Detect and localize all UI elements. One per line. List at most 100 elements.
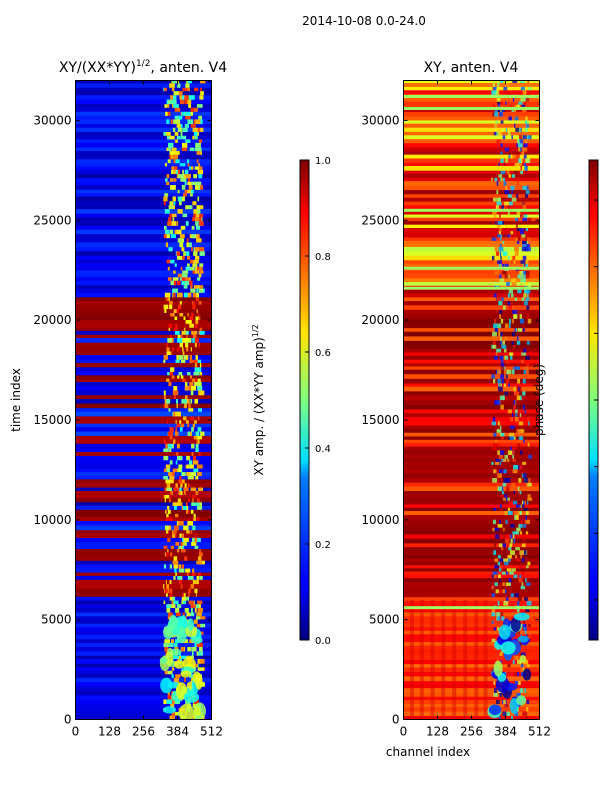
amplitude-speckle <box>167 277 172 281</box>
amplitude-blob <box>165 651 174 666</box>
phase-row <box>403 692 540 697</box>
phase-speckle <box>527 134 531 140</box>
amplitude-speckle <box>172 468 178 473</box>
phase-speckle <box>512 309 518 315</box>
amplitude-speckle <box>175 119 181 125</box>
phase-row <box>403 101 540 105</box>
amplitude-blob <box>160 677 173 694</box>
phase-row <box>403 97 540 102</box>
amplitude-row <box>75 342 212 348</box>
phase-speckle <box>500 336 502 341</box>
phase-speckle <box>525 237 527 241</box>
phase-speckle <box>498 568 502 572</box>
phase-speckle <box>510 600 513 606</box>
amplitude-speckle <box>197 184 201 190</box>
amplitude-row <box>75 381 212 386</box>
phase-row <box>403 507 540 511</box>
amplitude-speckle <box>193 259 199 264</box>
amplitude-row <box>75 319 212 324</box>
phase-speckle <box>523 101 527 105</box>
phase-speckle <box>523 507 528 511</box>
amplitude-row <box>75 479 212 484</box>
phase-speckle <box>502 134 506 140</box>
phase-speckle <box>503 162 506 166</box>
amplitude-speckle <box>198 273 202 278</box>
phase-speckle <box>492 104 496 109</box>
phase-speckle <box>522 620 526 624</box>
phase-speckle <box>521 571 525 575</box>
phase-speckle <box>522 134 527 140</box>
amplitude-speckle <box>189 459 193 465</box>
phase-speckle <box>513 490 516 495</box>
amplitude-speckle <box>168 216 172 222</box>
amplitude-speckle <box>168 443 173 449</box>
amplitude-row <box>75 600 212 605</box>
phase-speckle <box>501 344 507 349</box>
amplitude-row <box>75 111 212 116</box>
amplitude-speckle <box>187 99 192 105</box>
phase-row <box>403 214 540 218</box>
amplitude-row <box>75 619 212 624</box>
amplitude-speckle <box>196 612 202 617</box>
phase-speckle <box>509 432 515 437</box>
phase-speckle <box>521 582 524 586</box>
amplitude-speckle <box>173 119 177 125</box>
amplitude-row <box>75 107 212 112</box>
amplitude-row <box>75 494 212 499</box>
phase-row <box>403 170 540 175</box>
phase-speckle <box>492 477 498 483</box>
phase-speckle <box>496 428 502 433</box>
phase-speckle <box>507 131 511 136</box>
phase-speckle <box>516 142 518 148</box>
phase-speckle <box>491 585 495 590</box>
phase-speckle <box>514 297 518 302</box>
amplitude-speckle <box>191 246 193 252</box>
phase-speckle <box>513 404 517 410</box>
phase-speckle <box>493 259 497 264</box>
phase-speckle <box>524 596 528 601</box>
amplitude-speckle <box>178 200 182 206</box>
phase-speckle <box>494 527 500 532</box>
phase-speckle <box>512 468 518 474</box>
amplitude-row <box>75 416 212 421</box>
amplitude-speckle <box>183 592 186 597</box>
phase-speckle <box>509 571 513 575</box>
amplitude-speckle <box>185 204 191 210</box>
amplitude-row <box>75 135 212 140</box>
phase-row <box>403 472 540 479</box>
amplitude-speckle <box>169 200 173 206</box>
phase-row <box>403 300 540 306</box>
amplitude-speckle <box>200 431 205 436</box>
phase-row <box>403 543 540 548</box>
phase-row <box>403 134 540 140</box>
phase-speckle <box>499 309 503 315</box>
phase-speckle <box>519 313 523 319</box>
colorbar-tick-label: 0.4 <box>315 444 331 455</box>
phase-speckle <box>517 289 522 294</box>
amplitude-row <box>75 448 212 453</box>
amplitude-speckle <box>176 220 179 226</box>
phase-speckle <box>523 667 525 673</box>
phase-speckle <box>491 224 494 229</box>
amplitude-speckle <box>169 564 172 569</box>
phase-speckle <box>499 111 503 117</box>
phase-speckle <box>492 446 497 451</box>
amplitude-speckle <box>179 342 183 348</box>
phase-panel: XY, anten. V4 05000100001500020000250003… <box>361 60 551 759</box>
phase-row <box>403 180 540 186</box>
phase-speckle <box>501 263 505 268</box>
amplitude-speckle <box>168 612 173 617</box>
amplitude-speckle <box>170 312 174 317</box>
phase-row <box>403 554 540 559</box>
phase-speckle <box>505 519 508 525</box>
amplitude-speckle <box>172 346 174 352</box>
amplitude-speckle <box>177 189 180 194</box>
phase-speckle <box>518 237 521 241</box>
phase-speckle <box>516 428 522 433</box>
phase-row <box>403 104 540 109</box>
amplitude-row <box>75 533 212 538</box>
phase-speckle <box>511 173 516 178</box>
amplitude-speckle <box>174 638 180 644</box>
amplitude-speckle <box>185 509 190 514</box>
amplitude-speckle <box>170 638 175 644</box>
